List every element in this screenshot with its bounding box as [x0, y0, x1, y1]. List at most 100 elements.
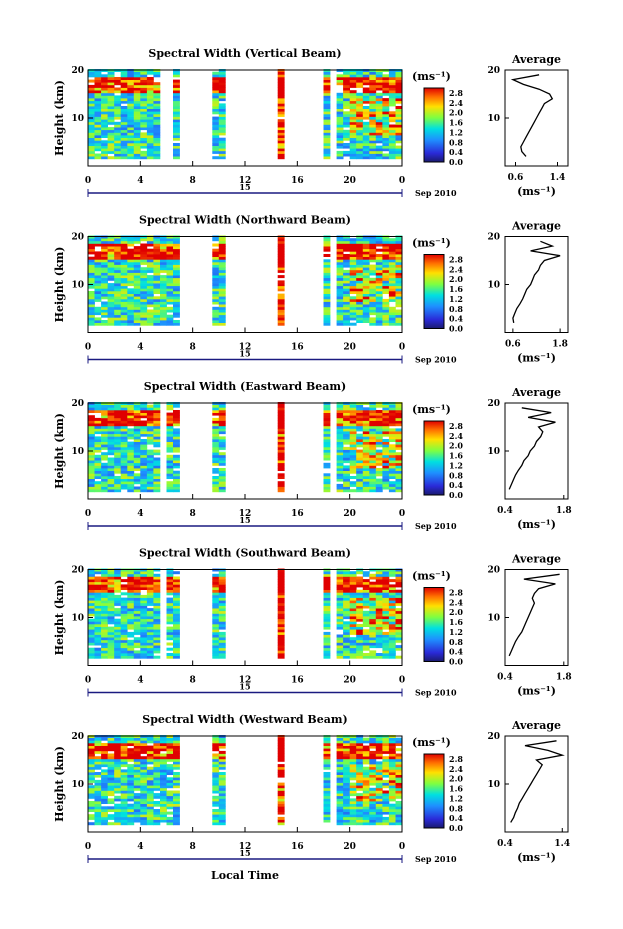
heatmap-cell — [153, 243, 161, 247]
heatmap-cell — [107, 407, 115, 411]
heatmap-cell — [323, 103, 331, 107]
heatmap-cell — [101, 277, 108, 281]
heatmap-cell — [375, 132, 383, 136]
colorbar-unit: (ms⁻¹) — [412, 237, 451, 250]
heatmap-cell — [323, 425, 331, 429]
heatmap-cell — [356, 801, 364, 804]
heatmap-cell — [146, 417, 154, 421]
heatmap-cell — [114, 806, 122, 810]
heatmap-cell — [146, 573, 154, 577]
heatmap-cell — [140, 761, 148, 765]
heatmap-cell — [146, 597, 154, 601]
heatmap-cell — [120, 758, 128, 762]
heatmap-cell — [153, 145, 161, 149]
heatmap-cell — [362, 436, 370, 440]
heatmap-cell — [114, 264, 122, 268]
heatmap-cell — [166, 608, 174, 612]
average-xlabel: (ms⁻¹) — [517, 352, 556, 365]
heatmap-cell — [114, 600, 122, 604]
heatmap-cell — [127, 277, 135, 281]
heatmap-cell — [349, 446, 357, 450]
heatmap-cell — [160, 774, 167, 778]
heatmap-cell — [218, 291, 226, 294]
heatmap-cell — [107, 441, 115, 445]
heatmap-cell — [107, 573, 115, 577]
heatmap-cell — [375, 779, 383, 783]
heatmap-cell — [94, 816, 102, 820]
heatmap-cell — [127, 610, 135, 614]
heatmap-cell — [362, 473, 370, 477]
heatmap-cell — [323, 444, 331, 448]
heatmap-cell — [88, 145, 95, 149]
heatmap-cell — [153, 103, 161, 107]
heatmap-cell — [375, 594, 383, 598]
heatmap-cell — [88, 581, 95, 585]
heatmap-cell — [388, 95, 396, 99]
heatmap-cell — [94, 613, 102, 617]
heatmap-cell — [140, 571, 148, 575]
x-tick-label: 16 — [291, 676, 304, 686]
heatmap-cell — [277, 446, 285, 450]
heatmap-cell — [218, 87, 226, 91]
heatmap-cell — [388, 446, 396, 450]
heatmap-cell — [146, 113, 154, 117]
heatmap-cell — [356, 417, 364, 421]
heatmap-cell — [343, 626, 350, 630]
x-tick-label: 4 — [137, 176, 143, 186]
heatmap-cell — [395, 610, 403, 614]
heatmap-cell — [120, 90, 128, 94]
heatmap-cell — [114, 277, 122, 281]
heatmap-cell — [277, 462, 285, 466]
heatmap-cell — [114, 415, 122, 419]
heatmap-cell — [127, 116, 135, 120]
heatmap-cell — [94, 269, 102, 273]
heatmap-cell — [382, 756, 390, 760]
heatmap-cell — [133, 98, 141, 102]
heatmap-cell — [107, 777, 115, 781]
heatmap-cell — [395, 452, 403, 456]
heatmap-cell — [336, 425, 344, 429]
colorbar-tick-label: 2.4 — [449, 597, 463, 607]
heatmap-cell — [107, 275, 115, 279]
heatmap-cell — [395, 111, 403, 115]
heatmap-cell — [356, 404, 364, 408]
heatmap-cell — [349, 806, 357, 810]
heatmap-cell — [173, 103, 180, 107]
heatmap-cell — [160, 766, 167, 770]
heatmap-cell — [356, 425, 364, 429]
heatmap-cell — [369, 816, 377, 820]
heatmap-cell — [173, 793, 180, 797]
heatmap-cell — [127, 468, 135, 471]
heatmap-cell — [101, 113, 108, 117]
heatmap-cell — [336, 790, 344, 794]
heatmap-cell — [120, 156, 128, 160]
heatmap-cell — [212, 301, 220, 305]
heatmap-cell — [369, 259, 377, 263]
heatmap-cell — [218, 653, 226, 656]
heatmap-cell — [120, 127, 128, 131]
heatmap-cell — [120, 795, 128, 799]
heatmap-cell — [94, 322, 102, 326]
average-title: Average — [511, 553, 561, 566]
heatmap-cell — [362, 798, 370, 802]
heatmap-cell — [323, 573, 331, 577]
heatmap-cell — [107, 758, 115, 762]
heatmap-cell — [349, 309, 357, 313]
heatmap-cell — [120, 811, 128, 815]
heatmap-cell — [133, 113, 141, 117]
heatmap-cell — [133, 737, 141, 741]
heatmap-cell — [153, 153, 161, 157]
heatmap-cell — [127, 587, 135, 590]
heatmap-cell — [349, 761, 357, 765]
heatmap-cell — [336, 637, 344, 641]
heatmap-cell — [160, 280, 167, 284]
heatmap-cell — [153, 420, 161, 424]
heatmap-cell — [114, 798, 122, 802]
heatmap-cell — [323, 605, 331, 609]
heatmap-cell — [173, 95, 180, 99]
heatmap-cell — [382, 291, 390, 294]
heatmap-cell — [153, 764, 161, 768]
heatmap-cell — [336, 145, 344, 149]
heatmap-cell — [140, 483, 148, 487]
heatmap-cell — [107, 655, 115, 659]
